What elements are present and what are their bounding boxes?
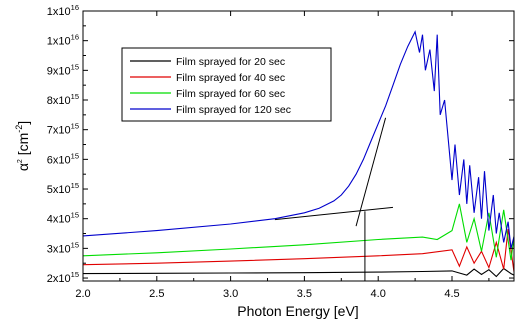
y-axis: 2x1015 3x1015 4x1015 5x1015 6x1015 7x1015 8x10… — [47, 3, 514, 285]
y-axis-title-tail: [cm — [15, 133, 31, 159]
y-axis-title-sup2: -2 — [14, 125, 24, 133]
legend-label-1: Film sprayed for 40 sec — [176, 72, 285, 84]
series-line-3 — [83, 30, 514, 249]
legend: Film sprayed for 20 sec Film sprayed for … — [121, 47, 332, 122]
x-tick-label: 3.5 — [297, 288, 312, 300]
legend-label-0: Film sprayed for 20 sec — [176, 56, 285, 68]
y-tick-label: 7x1015 — [47, 122, 79, 137]
y-tick-label: 4x1015 — [47, 211, 79, 226]
series-line-2 — [83, 203, 514, 261]
y-tick-label: 6x1015 — [47, 151, 79, 166]
y-axis-title-end: ] — [15, 121, 31, 125]
y-axis-title: α2 [cm-2] — [14, 121, 31, 171]
legend-label-2: Film sprayed for 60 sec — [176, 88, 285, 100]
y-tick-label: 1x1016 — [47, 33, 79, 48]
x-axis: 2.0 2.5 3.0 3.5 4.0 4.5 — [75, 11, 490, 300]
y-tick-label: 8x1015 — [47, 92, 79, 107]
y-tick-label: 2x1015 — [47, 270, 79, 285]
y-axis-title-main: α — [15, 163, 31, 171]
y-tick-label: 5x1015 — [47, 181, 79, 196]
x-tick-label: 4.5 — [444, 288, 459, 300]
x-tick-label: 4.0 — [371, 288, 386, 300]
baseline-extrapolation-line — [274, 206, 394, 221]
y-tick-label: 3x1015 — [47, 240, 79, 255]
plot-frame — [82, 10, 515, 282]
series-line-0 — [83, 267, 514, 278]
x-tick-label: 2.0 — [75, 288, 90, 300]
series-line-1 — [83, 229, 514, 273]
annotation-layer — [274, 117, 394, 281]
plot-series-layer — [83, 30, 514, 278]
tangent-line — [355, 117, 387, 227]
y-axis-title-sup: 2 — [17, 159, 24, 163]
x-axis-title: Photon Energy [eV] — [237, 303, 358, 319]
x-tick-label: 3.0 — [223, 288, 238, 300]
y-tick-label: 1x1016 — [47, 3, 79, 18]
y-tick-label: 9x1015 — [47, 62, 79, 77]
legend-label-3: Film sprayed for 120 sec — [176, 104, 291, 116]
x-tick-label: 2.5 — [149, 288, 164, 300]
